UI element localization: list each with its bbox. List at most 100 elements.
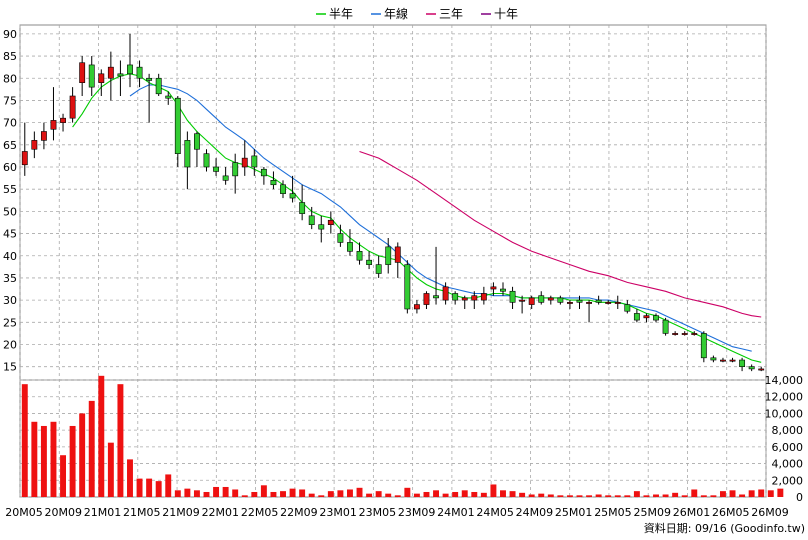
candle-up (413, 304, 420, 310)
candle-down (232, 162, 239, 177)
volume-tick-label: 2,000 (772, 474, 804, 487)
price-tick-label: 50 (3, 205, 17, 218)
time-tick-label: 24M01 (437, 506, 475, 519)
time-tick-label: 24M05 (476, 506, 514, 519)
volume-bar (710, 495, 717, 497)
candle-down (576, 299, 583, 303)
candle-down (88, 64, 95, 88)
price-tick-label: 85 (3, 50, 17, 63)
volume-bar (88, 400, 95, 497)
candle-up (729, 359, 736, 362)
candle-up (490, 286, 497, 290)
candle-down (337, 233, 344, 243)
volume-bar (471, 491, 478, 497)
volume-bar (758, 489, 765, 497)
time-tick-label: 26M09 (751, 506, 789, 519)
volume-bar (31, 421, 38, 497)
price-tick-label: 45 (3, 228, 17, 241)
candle-up (471, 295, 478, 301)
volume-bar (299, 489, 306, 497)
volume-bar (519, 492, 526, 497)
volume-bar (69, 425, 76, 497)
time-tick-label: 20M09 (45, 506, 83, 519)
volume-bar (681, 495, 688, 497)
candle-down (251, 155, 258, 168)
candle-up (528, 297, 535, 305)
candle-up (21, 151, 28, 166)
candle-down (452, 293, 459, 301)
volume-bar (691, 489, 698, 497)
volume-bar (500, 490, 506, 497)
candle-down (146, 77, 153, 81)
candle-down (366, 259, 373, 265)
volume-bar (461, 490, 468, 497)
candle-down (662, 319, 669, 334)
time-tick-label: 26M01 (673, 506, 711, 519)
price-tick-label: 80 (3, 72, 17, 85)
candle-down (280, 184, 286, 194)
candle-up (672, 333, 679, 335)
legend-label: 十年 (494, 7, 518, 21)
volume-bar (576, 495, 583, 497)
volume-tick-label: 4,000 (772, 458, 804, 471)
volume-bar (21, 384, 28, 497)
volume-bar (79, 413, 86, 497)
candle-up (60, 117, 66, 123)
candle-up (480, 293, 487, 301)
candle-down (318, 224, 325, 230)
volume-bars (21, 375, 784, 497)
price-tick-label: 40 (3, 250, 17, 263)
chart-grid (19, 24, 767, 498)
volume-bar (60, 455, 67, 497)
legend-label: 年線 (384, 6, 408, 21)
time-tick-label: 21M09 (162, 506, 200, 519)
volume-bar (719, 491, 726, 497)
volume-bar (375, 491, 382, 497)
volume-bar (633, 491, 640, 497)
candle-down (624, 304, 631, 312)
candle-down (347, 242, 353, 252)
volume-bar (117, 384, 124, 497)
volume-bar (232, 489, 239, 497)
candle-down (260, 168, 267, 177)
volume-bar (251, 491, 258, 497)
candle-down (700, 333, 707, 359)
volume-bar (452, 491, 459, 497)
volume-bar (586, 495, 593, 497)
volume-bar (557, 495, 564, 497)
candle-up (586, 302, 592, 304)
volume-bar (366, 493, 373, 497)
volume-bar (538, 493, 545, 497)
candle-up (98, 73, 105, 83)
volume-bar (433, 490, 440, 497)
candle-down (299, 202, 306, 214)
ma-year-line (129, 84, 752, 352)
candle-down (136, 66, 143, 79)
price-tick-label: 30 (3, 294, 17, 307)
volume-bar (605, 495, 612, 497)
chart-axes: 15 20 25 30 35 40 45 50 55 60 65 70 75 80 85 90 14,000 12… (3, 28, 803, 519)
volume-bar (107, 442, 114, 497)
candle-down (509, 290, 516, 303)
volume-bar (509, 491, 516, 497)
volume-bar (643, 495, 650, 497)
volume-bar (404, 487, 411, 497)
candle-down (538, 295, 545, 303)
price-tick-label: 25 (3, 316, 17, 329)
candle-down (270, 180, 277, 186)
candle-up (519, 299, 526, 302)
candle-down (203, 153, 210, 168)
time-tick-label: 24M09 (516, 506, 554, 519)
price-tick-label: 90 (3, 28, 17, 41)
volume-bar (442, 493, 449, 497)
candle-up (758, 368, 765, 371)
price-tick-label: 70 (3, 117, 17, 130)
time-tick-label: 23M05 (359, 506, 397, 519)
price-tick-label: 60 (3, 161, 17, 174)
volume-bar (98, 375, 105, 497)
volume-bar (327, 491, 334, 497)
time-tick-label: 21M05 (123, 506, 161, 519)
ma-three-year-line (359, 150, 762, 318)
candle-down (748, 366, 755, 370)
volume-bar (528, 494, 535, 497)
